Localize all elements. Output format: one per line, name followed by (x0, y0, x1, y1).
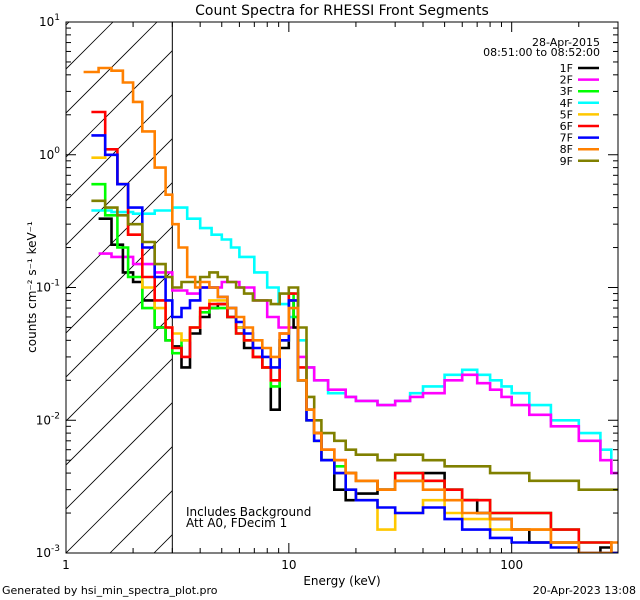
legend-label: 6F (560, 120, 573, 133)
y-tick-label: 10-2 (36, 411, 60, 427)
series-line-9F (91, 199, 618, 491)
generated-by-text: Generated by hsi_min_spectra_plot.pro (2, 584, 218, 597)
legend-label: 8F (560, 143, 573, 156)
series-line-1F (98, 217, 618, 553)
hatch-line (66, 402, 173, 510)
footer-timestamp: 20-Apr-2023 13:08 (533, 584, 636, 597)
hatch-line (66, 446, 173, 553)
background-hatch-region (66, 22, 173, 553)
x-axis-label: Energy (keV) (303, 574, 380, 588)
series-line-6F (91, 110, 618, 553)
legend-label: 4F (560, 97, 573, 110)
legend-label: 7F (560, 132, 573, 145)
legend-label: 5F (560, 108, 573, 121)
x-tick-label: 1 (62, 558, 70, 572)
hatch-line (66, 226, 173, 334)
legend-label: 2F (560, 74, 573, 87)
header-date: 28-Apr-2015 (532, 36, 600, 49)
y-tick-label: 101 (39, 13, 60, 29)
series-lines (83, 66, 618, 553)
y-axis-label: counts cm⁻² s⁻¹ keV⁻¹ (25, 221, 39, 353)
annotation-attenuator: Att A0, FDecim 1 (186, 516, 287, 530)
y-tick-label: 100 (39, 146, 60, 162)
legend-label: 9F (560, 155, 573, 168)
annotation-background: Includes Background (186, 505, 311, 519)
axes: 1 10 100 10-3 10-2 10-1 100 101 (36, 13, 619, 572)
header-time-range: 08:51:00 to 08:52:00 (483, 46, 600, 59)
y-tick-label: 10-1 (36, 279, 60, 295)
legend-label: 1F (560, 62, 573, 75)
legend-label: 3F (560, 85, 573, 98)
hatch-line (66, 22, 158, 114)
x-tick-label: 100 (500, 558, 523, 572)
y-tick-label: 10-3 (36, 544, 60, 560)
hatch-line (66, 94, 173, 202)
series-line-8F (83, 66, 618, 553)
series-line-7F (91, 134, 618, 553)
chart-title: Count Spectra for RHESSI Front Segments (195, 3, 489, 19)
hatch-line (66, 50, 173, 158)
x-tick-label: 10 (281, 558, 296, 572)
